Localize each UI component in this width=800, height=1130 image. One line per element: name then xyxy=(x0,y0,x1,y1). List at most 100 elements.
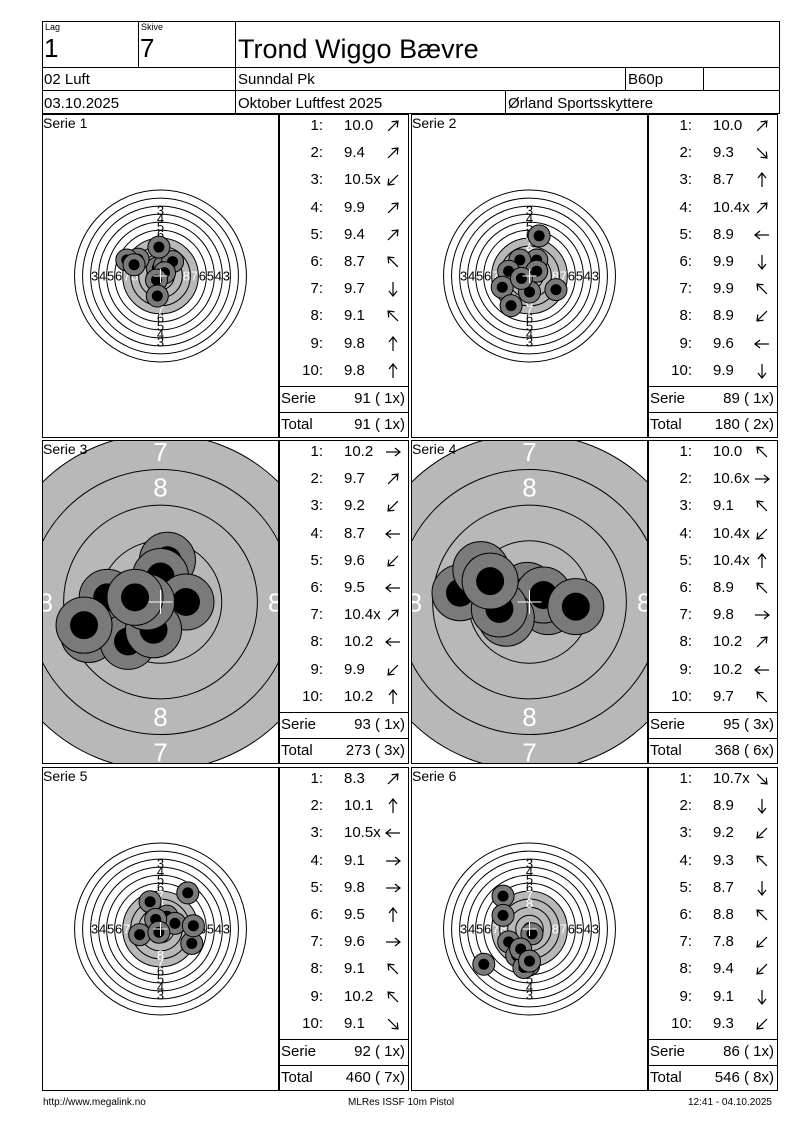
svg-text:6: 6 xyxy=(157,227,164,242)
serie-label: Serie xyxy=(281,390,317,407)
shot-number: 8: xyxy=(310,633,323,651)
shot-value: 9.5 xyxy=(344,906,365,923)
shot-value: 10.5x xyxy=(344,171,381,189)
category-value: B60p xyxy=(628,71,664,88)
shot-number: 10: xyxy=(671,1014,692,1032)
direction-arrow-icon xyxy=(386,447,401,457)
footer-timestamp: 12:41 - 04.10.2025 xyxy=(688,1097,772,1108)
direction-arrow-icon xyxy=(387,664,399,676)
svg-text:5: 5 xyxy=(526,319,533,334)
shot-number: 5: xyxy=(679,551,692,569)
svg-text:4: 4 xyxy=(468,922,475,937)
total-label: Total xyxy=(281,742,313,759)
direction-arrow-icon xyxy=(387,1018,399,1030)
svg-text:3: 3 xyxy=(460,269,467,284)
shot-value: 8.9 xyxy=(713,225,734,243)
svg-text:6: 6 xyxy=(568,269,575,284)
shot-value: 8.9 xyxy=(713,797,734,815)
shot-number: 9: xyxy=(679,987,692,1005)
shot-number: 4: xyxy=(679,524,692,542)
svg-text:8: 8 xyxy=(526,896,533,911)
direction-arrow-icon xyxy=(386,856,401,866)
direction-arrow-icon xyxy=(756,147,768,159)
shot-value: 8.7 xyxy=(713,878,734,896)
direction-arrow-icon xyxy=(756,446,768,458)
svg-text:5: 5 xyxy=(207,269,214,284)
serie-value: 92 ( 1x) xyxy=(354,1043,405,1060)
svg-text:7: 7 xyxy=(157,888,164,903)
direction-arrow-icon xyxy=(388,282,398,298)
shot-value: 10.0 xyxy=(713,117,743,134)
shot-value: 9.9 xyxy=(713,280,734,298)
svg-text:8: 8 xyxy=(153,702,167,732)
direction-arrow-icon xyxy=(388,798,398,814)
svg-text:7: 7 xyxy=(560,269,567,284)
svg-text:6: 6 xyxy=(484,922,491,937)
direction-arrow-icon xyxy=(757,172,767,188)
svg-text:5: 5 xyxy=(576,922,583,937)
shot-value: 8.3 xyxy=(344,770,365,787)
footer-url[interactable]: http://www.megalink.no xyxy=(43,1097,146,1108)
svg-text:5: 5 xyxy=(526,972,533,987)
svg-text:7: 7 xyxy=(123,922,130,937)
svg-text:4: 4 xyxy=(157,980,164,995)
shot-value: 10.2 xyxy=(713,633,743,651)
date-value: 03.10.2025 xyxy=(44,95,120,112)
shot-number: 7: xyxy=(310,933,323,951)
svg-text:4: 4 xyxy=(526,211,533,226)
svg-text:3: 3 xyxy=(223,922,230,937)
direction-arrow-icon xyxy=(387,229,399,241)
svg-text:4: 4 xyxy=(99,269,106,284)
shot-number: 7: xyxy=(679,933,692,951)
shot-value: 10.2 xyxy=(344,987,374,1005)
lag-label: Lag xyxy=(45,22,61,32)
svg-text:6: 6 xyxy=(115,922,122,937)
serie-value: 91 ( 1x) xyxy=(354,390,405,407)
svg-text:5: 5 xyxy=(157,319,164,334)
direction-arrow-icon xyxy=(388,335,398,351)
shot-value: 10.1 xyxy=(344,797,374,815)
direction-arrow-icon xyxy=(756,691,768,703)
shot-number: 4: xyxy=(310,851,323,869)
svg-text:7: 7 xyxy=(492,922,499,937)
shot-value: 10.7x xyxy=(713,770,750,787)
shot-value: 10.4x xyxy=(344,606,381,624)
score-column-2 xyxy=(648,114,778,438)
shot-number: 3: xyxy=(310,171,323,189)
shot-value: 9.3 xyxy=(713,851,734,869)
shot-number: 9: xyxy=(310,987,323,1005)
svg-text:8: 8 xyxy=(522,702,536,732)
shot-value: 8.9 xyxy=(713,579,734,596)
direction-arrow-icon xyxy=(754,339,769,349)
serie-value: 86 ( 1x) xyxy=(723,1043,774,1060)
svg-text:3: 3 xyxy=(526,335,533,350)
shot-number: 5: xyxy=(679,225,692,243)
shot-value: 9.6 xyxy=(344,551,365,569)
svg-text:7: 7 xyxy=(526,235,533,250)
shot-value: 9.9 xyxy=(344,660,365,678)
shot-number: 5: xyxy=(310,551,323,569)
serie-label: Serie xyxy=(281,1043,317,1060)
svg-text:3: 3 xyxy=(592,269,599,284)
direction-arrow-icon xyxy=(387,501,399,513)
svg-text:7: 7 xyxy=(157,956,164,971)
svg-text:5: 5 xyxy=(576,269,583,284)
svg-text:8: 8 xyxy=(42,587,53,617)
shot-value: 9.7 xyxy=(713,687,734,705)
svg-text:5: 5 xyxy=(476,269,483,284)
class-value: 02 Luft xyxy=(44,71,90,88)
direction-arrow-icon xyxy=(385,529,400,539)
direction-arrow-icon xyxy=(387,773,399,785)
direction-arrow-icon xyxy=(756,773,768,785)
direction-arrow-icon xyxy=(757,255,767,270)
shot-value: 7.8 xyxy=(713,933,734,951)
direction-arrow-icon xyxy=(387,201,399,213)
svg-text:5: 5 xyxy=(526,219,533,234)
svg-text:7: 7 xyxy=(522,440,536,467)
shot-number: 2: xyxy=(679,797,692,815)
shot-number: 10: xyxy=(671,687,692,705)
shot-value: 10.2 xyxy=(713,660,743,678)
direction-arrow-icon xyxy=(756,528,768,540)
shot-value: 10.2 xyxy=(344,633,374,651)
shot-value: 8.7 xyxy=(713,171,734,189)
